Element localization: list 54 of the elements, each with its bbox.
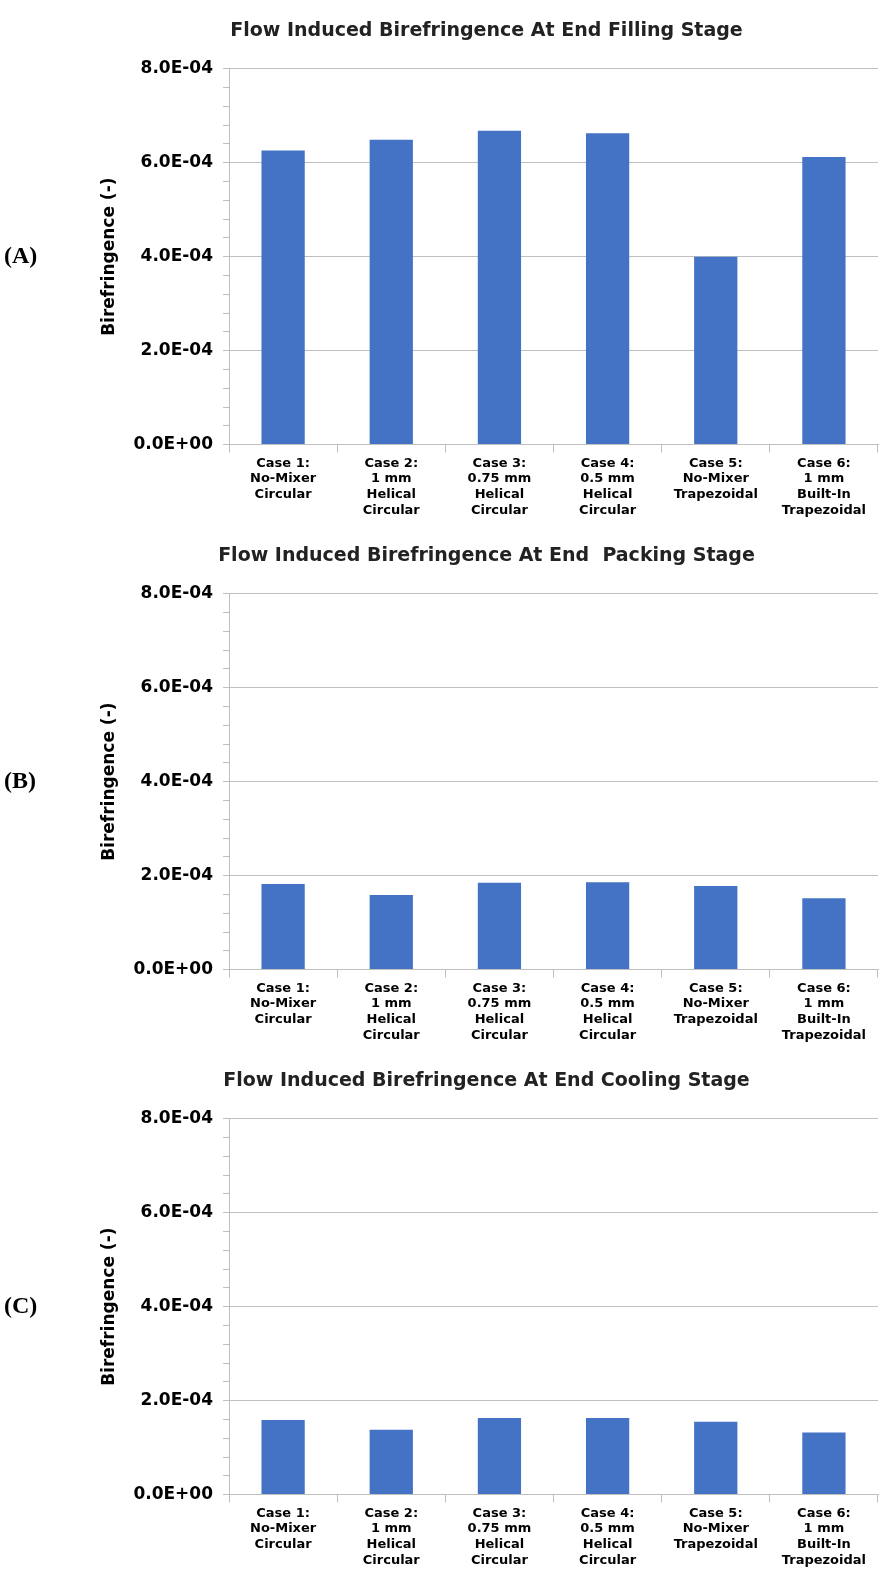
- x-tick-label: Case 3: 0.75 mm Helical Circular: [467, 454, 532, 517]
- x-tick-label: Case 5: No-Mixer Trapezoidal: [673, 454, 758, 501]
- bar: [694, 256, 738, 445]
- x-tick-label: Case 1: No-Mixer Circular: [250, 454, 317, 501]
- x-tick-label: Case 2: 1 mm Helical Circular: [362, 979, 421, 1042]
- x-tick-label: Case 2: 1 mm Helical Circular: [362, 454, 421, 517]
- text: (A): [4, 241, 38, 268]
- y-tick-label: 0.0E+00: [133, 958, 214, 979]
- x-tick-label: Case 4: 0.5 mm Helical Circular: [579, 1504, 637, 1567]
- y-tick-label: 4.0E-04: [140, 1295, 214, 1316]
- y-axis-title: Birefringence (-): [97, 702, 118, 861]
- x-tick-label: Case 6: 1 mm Built-In Trapezoidal: [781, 979, 867, 1042]
- x-tick-label: Case 3: 0.75 mm Helical Circular: [467, 979, 532, 1042]
- bar: [477, 130, 522, 445]
- y-tick-label: 4.0E-04: [140, 245, 214, 266]
- bar: [369, 894, 413, 970]
- y-tick-label: 6.0E-04: [140, 676, 214, 697]
- bar: [369, 139, 413, 445]
- x-tick-label: Case 3: 0.75 mm Helical Circular: [467, 1504, 532, 1567]
- bar: [261, 150, 305, 445]
- y-tick-label: 6.0E-04: [140, 151, 214, 172]
- y-tick-label: 8.0E-04: [140, 1107, 214, 1128]
- y-tick-label: 0.0E+00: [133, 433, 214, 454]
- x-tick-label: Case 5: No-Mixer Trapezoidal: [673, 979, 758, 1026]
- y-tick-label: 6.0E-04: [140, 1201, 214, 1222]
- bar: [585, 133, 630, 445]
- bar: [477, 882, 522, 970]
- y-tick-label: 8.0E-04: [140, 582, 214, 603]
- chart-title: Flow Induced Birefringence At End Filling Stage: [230, 18, 743, 41]
- y-tick-label: 8.0E-04: [140, 57, 214, 78]
- y-tick-label: 2.0E-04: [140, 339, 214, 360]
- x-tick-label: Case 1: No-Mixer Circular: [250, 1504, 317, 1551]
- y-tick-label: 4.0E-04: [140, 770, 214, 791]
- text: (C): [4, 1291, 38, 1318]
- x-tick-label: Case 6: 1 mm Built-In Trapezoidal: [781, 454, 867, 517]
- text: (B): [4, 766, 36, 793]
- x-tick-label: Case 5: No-Mixer Trapezoidal: [673, 1504, 758, 1551]
- chart-title: Flow Induced Birefringence At End Cooling Stage: [223, 1068, 750, 1091]
- x-tick-label: Case 4: 0.5 mm Helical Circular: [579, 979, 637, 1042]
- bar: [261, 884, 305, 970]
- x-tick-label: Case 6: 1 mm Built-In Trapezoidal: [781, 1504, 867, 1567]
- bar: [802, 157, 846, 445]
- chart-title: Flow Induced Birefringence At End Packing Stage: [218, 543, 755, 566]
- y-tick-label: 0.0E+00: [133, 1483, 214, 1504]
- y-axis-title: Birefringence (-): [97, 1227, 118, 1386]
- bar: [802, 898, 846, 970]
- x-tick-label: Case 4: 0.5 mm Helical Circular: [579, 454, 637, 517]
- x-tick-label: Case 1: No-Mixer Circular: [250, 979, 317, 1026]
- bar: [585, 882, 630, 970]
- y-axis-title: Birefringence (-): [97, 177, 118, 336]
- bar: [694, 885, 738, 970]
- y-tick-label: 2.0E-04: [140, 1389, 214, 1410]
- y-tick-label: 2.0E-04: [140, 864, 214, 885]
- x-tick-label: Case 2: 1 mm Helical Circular: [362, 1504, 421, 1567]
